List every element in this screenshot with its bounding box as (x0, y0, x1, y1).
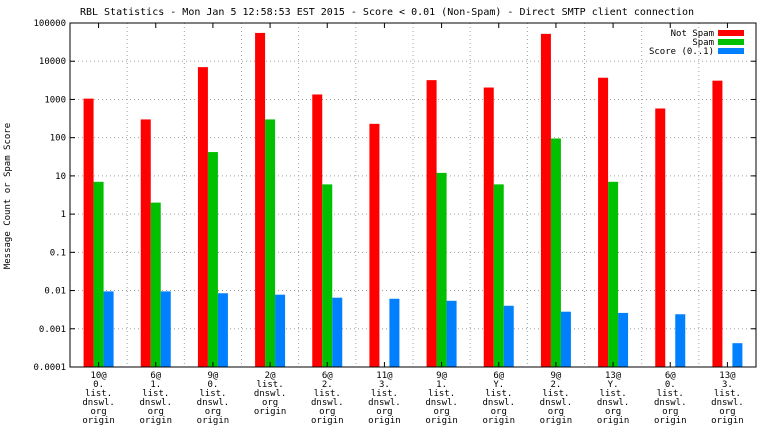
bar-score-0-1 (275, 294, 286, 367)
bar-score-0-1 (446, 300, 457, 367)
bar-score-0-1 (389, 298, 400, 367)
bar-score-0-1 (503, 305, 514, 367)
legend-label: Score (0..1) (649, 47, 714, 57)
y-tick-label: 10 (55, 172, 66, 182)
legend-label: Spam (692, 38, 714, 48)
bar-not-spam (540, 33, 551, 368)
bar-score-0-1 (618, 312, 629, 367)
bar-not-spam (655, 108, 666, 367)
axes: 0.0001 0.001 0.01 0.1 1 10 100 1000 10000 100000 1… (33, 19, 756, 426)
x-tick-label: 10@ 0. list. dnswl. org origin (82, 371, 115, 426)
legend-swatch (718, 48, 744, 54)
y-tick-label: 0.0001 (33, 363, 66, 373)
plot-area-border (69, 22, 757, 368)
bars (83, 32, 743, 368)
bar-not-spam (712, 80, 723, 367)
bar-not-spam (598, 77, 609, 368)
y-tick-label: 0.1 (50, 248, 66, 258)
bar-spam (493, 184, 504, 367)
y-tick-label: 100 (50, 134, 66, 144)
legend-swatch (718, 30, 744, 36)
y-tick-label: 0.001 (39, 325, 66, 335)
bar-spam (207, 152, 218, 367)
bar-spam (550, 138, 561, 367)
y-tick-label: 10000 (39, 57, 66, 67)
bar-spam (93, 181, 104, 367)
x-tick-label: 9@ 0. list. dnswl. org origin (197, 371, 230, 426)
bar-spam (265, 119, 276, 368)
bar-spam (436, 172, 447, 367)
x-tick-label: 6@ 0. list. dnswl. org origin (654, 371, 687, 426)
x-tick-label: 9@ 2. list. dnswl. org origin (540, 371, 573, 426)
y-tick-label: 1 (61, 210, 66, 220)
bar-score-0-1 (675, 314, 686, 367)
bar-spam (322, 184, 333, 367)
x-tick-label: 2@ list. dnswl. org origin (254, 371, 287, 417)
y-tick-label: 100000 (33, 19, 66, 29)
y-tick-label: 0.01 (44, 287, 66, 297)
bar-score-0-1 (103, 291, 114, 367)
bar-score-0-1 (217, 293, 228, 367)
gridlines (70, 23, 756, 367)
bar-not-spam (483, 87, 494, 368)
x-tick-label: 11@ 3. list. dnswl. org origin (368, 371, 401, 426)
chart-title: RBL Statistics - Mon Jan 5 12:58:53 EST … (80, 7, 694, 18)
bar-not-spam (83, 98, 94, 367)
legend-swatch (718, 39, 744, 45)
bar-score-0-1 (560, 311, 571, 367)
x-tick-label: 13@ Y. list. dnswl. org origin (597, 371, 630, 426)
x-tick-label: 13@ 3. list. dnswl. org origin (711, 371, 744, 426)
bar-not-spam (369, 123, 380, 367)
bar-not-spam (426, 80, 437, 368)
bar-score-0-1 (160, 291, 171, 367)
y-axis-label: Message Count or Spam Score (3, 123, 13, 269)
legend-label: Not Spam (671, 29, 714, 39)
x-tick-label: 6@ 2. list. dnswl. org origin (311, 371, 344, 426)
x-tick-label: 6@ Y. list. dnswl. org origin (482, 371, 515, 426)
bar-not-spam (255, 32, 266, 367)
x-tick-label: 6@ 1. list. dnswl. org origin (139, 371, 172, 426)
bar-not-spam (197, 67, 208, 368)
bar-not-spam (312, 94, 323, 367)
y-tick-label: 1000 (44, 95, 66, 105)
bar-score-0-1 (732, 343, 743, 367)
bar-spam (608, 181, 619, 367)
bar-not-spam (140, 119, 151, 368)
bar-spam (150, 202, 161, 367)
bar-score-0-1 (332, 297, 343, 367)
x-tick-label: 9@ 1. list. dnswl. org origin (425, 371, 458, 426)
